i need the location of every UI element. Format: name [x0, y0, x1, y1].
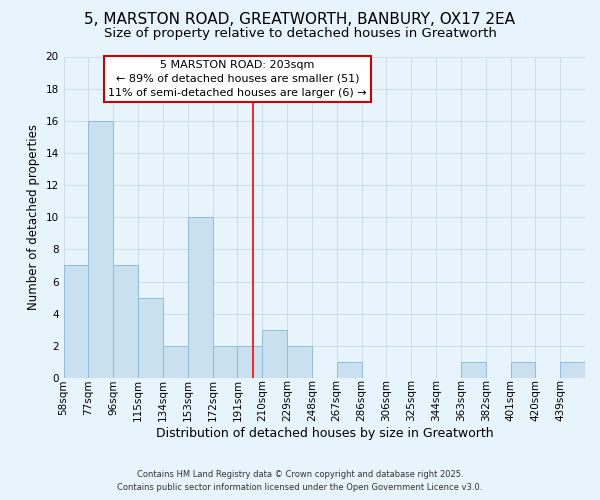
- Bar: [337, 362, 362, 378]
- Bar: [113, 266, 138, 378]
- Bar: [138, 298, 163, 378]
- Bar: [238, 346, 262, 378]
- Bar: [461, 362, 485, 378]
- Bar: [287, 346, 312, 378]
- Bar: [262, 330, 287, 378]
- Bar: [64, 266, 88, 378]
- Bar: [511, 362, 535, 378]
- Text: 5, MARSTON ROAD, GREATWORTH, BANBURY, OX17 2EA: 5, MARSTON ROAD, GREATWORTH, BANBURY, OX…: [85, 12, 515, 28]
- Bar: [88, 121, 113, 378]
- Text: 5 MARSTON ROAD: 203sqm
← 89% of detached houses are smaller (51)
11% of semi-det: 5 MARSTON ROAD: 203sqm ← 89% of detached…: [108, 60, 367, 98]
- Bar: [560, 362, 585, 378]
- Text: Size of property relative to detached houses in Greatworth: Size of property relative to detached ho…: [104, 28, 496, 40]
- Y-axis label: Number of detached properties: Number of detached properties: [27, 124, 40, 310]
- Text: Contains HM Land Registry data © Crown copyright and database right 2025.
Contai: Contains HM Land Registry data © Crown c…: [118, 470, 482, 492]
- Bar: [212, 346, 238, 378]
- X-axis label: Distribution of detached houses by size in Greatworth: Distribution of detached houses by size …: [155, 427, 493, 440]
- Bar: [188, 217, 212, 378]
- Bar: [163, 346, 188, 378]
